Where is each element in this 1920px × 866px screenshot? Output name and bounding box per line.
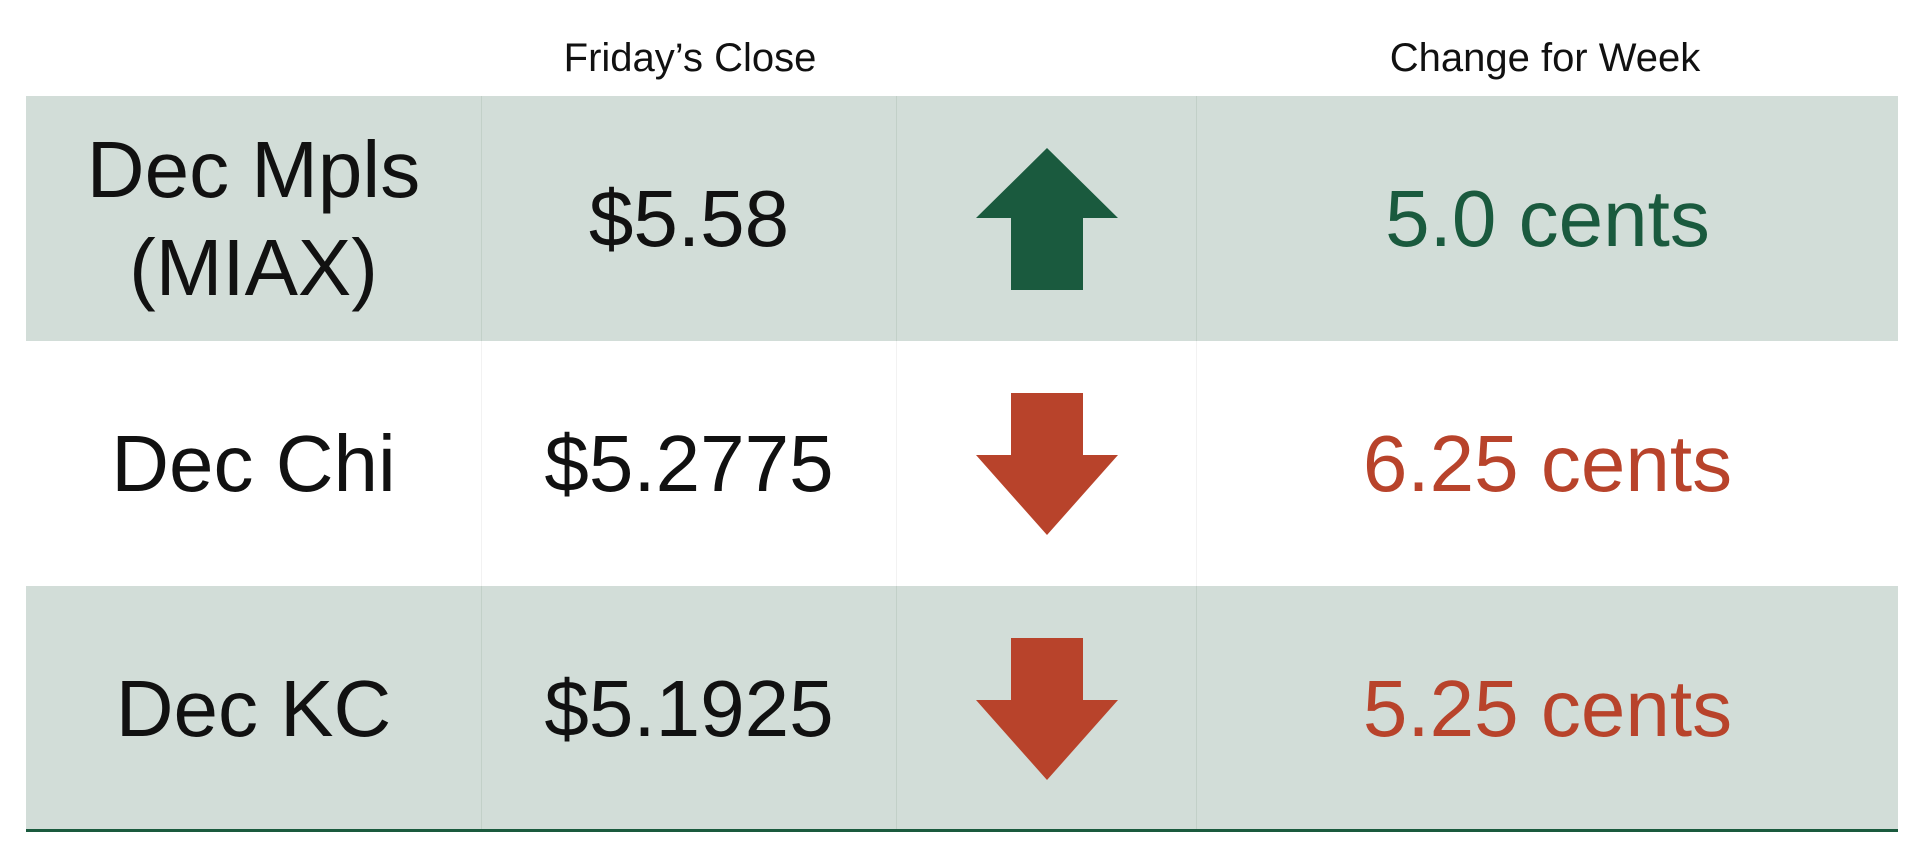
arrow-down-icon bbox=[975, 392, 1118, 535]
contract-name-line-1: Dec Mpls bbox=[86, 124, 421, 214]
table-row: Dec Chi $5.2775 6.25 cents bbox=[26, 341, 1898, 586]
fridays-close-header: Friday’s Close bbox=[563, 36, 817, 80]
table-row: Dec Mpls (MIAX) $5.58 5.0 cents bbox=[26, 96, 1898, 341]
weekly-change-value: 5.0 cents bbox=[1196, 96, 1898, 341]
contract-name-line-1: Dec Chi bbox=[111, 418, 396, 508]
table-row: Dec KC $5.1925 5.25 cents bbox=[26, 586, 1898, 831]
contract-name-line-1: Dec KC bbox=[115, 663, 392, 753]
direction-cell bbox=[896, 341, 1196, 586]
weekly-change-value: 5.25 cents bbox=[1196, 586, 1898, 831]
fridays-close-value: $5.2775 bbox=[481, 341, 896, 586]
arrow-up-icon bbox=[975, 147, 1118, 290]
contract-name: Dec KC bbox=[26, 586, 481, 831]
contract-name-line-2: (MIAX) bbox=[129, 222, 378, 312]
fridays-close-value: $5.58 bbox=[481, 96, 896, 341]
direction-cell bbox=[896, 586, 1196, 831]
direction-cell bbox=[896, 96, 1196, 341]
contract-name: Dec Chi bbox=[26, 341, 481, 586]
contract-name: Dec Mpls (MIAX) bbox=[26, 96, 481, 341]
table-bottom-rule bbox=[26, 829, 1898, 832]
price-table: Dec Mpls (MIAX) $5.58 5.0 cents Dec Chi … bbox=[26, 96, 1898, 831]
change-for-week-header: Change for Week bbox=[1389, 36, 1701, 80]
arrow-down-icon bbox=[975, 637, 1118, 780]
fridays-close-value: $5.1925 bbox=[481, 586, 896, 831]
weekly-change-value: 6.25 cents bbox=[1196, 341, 1898, 586]
